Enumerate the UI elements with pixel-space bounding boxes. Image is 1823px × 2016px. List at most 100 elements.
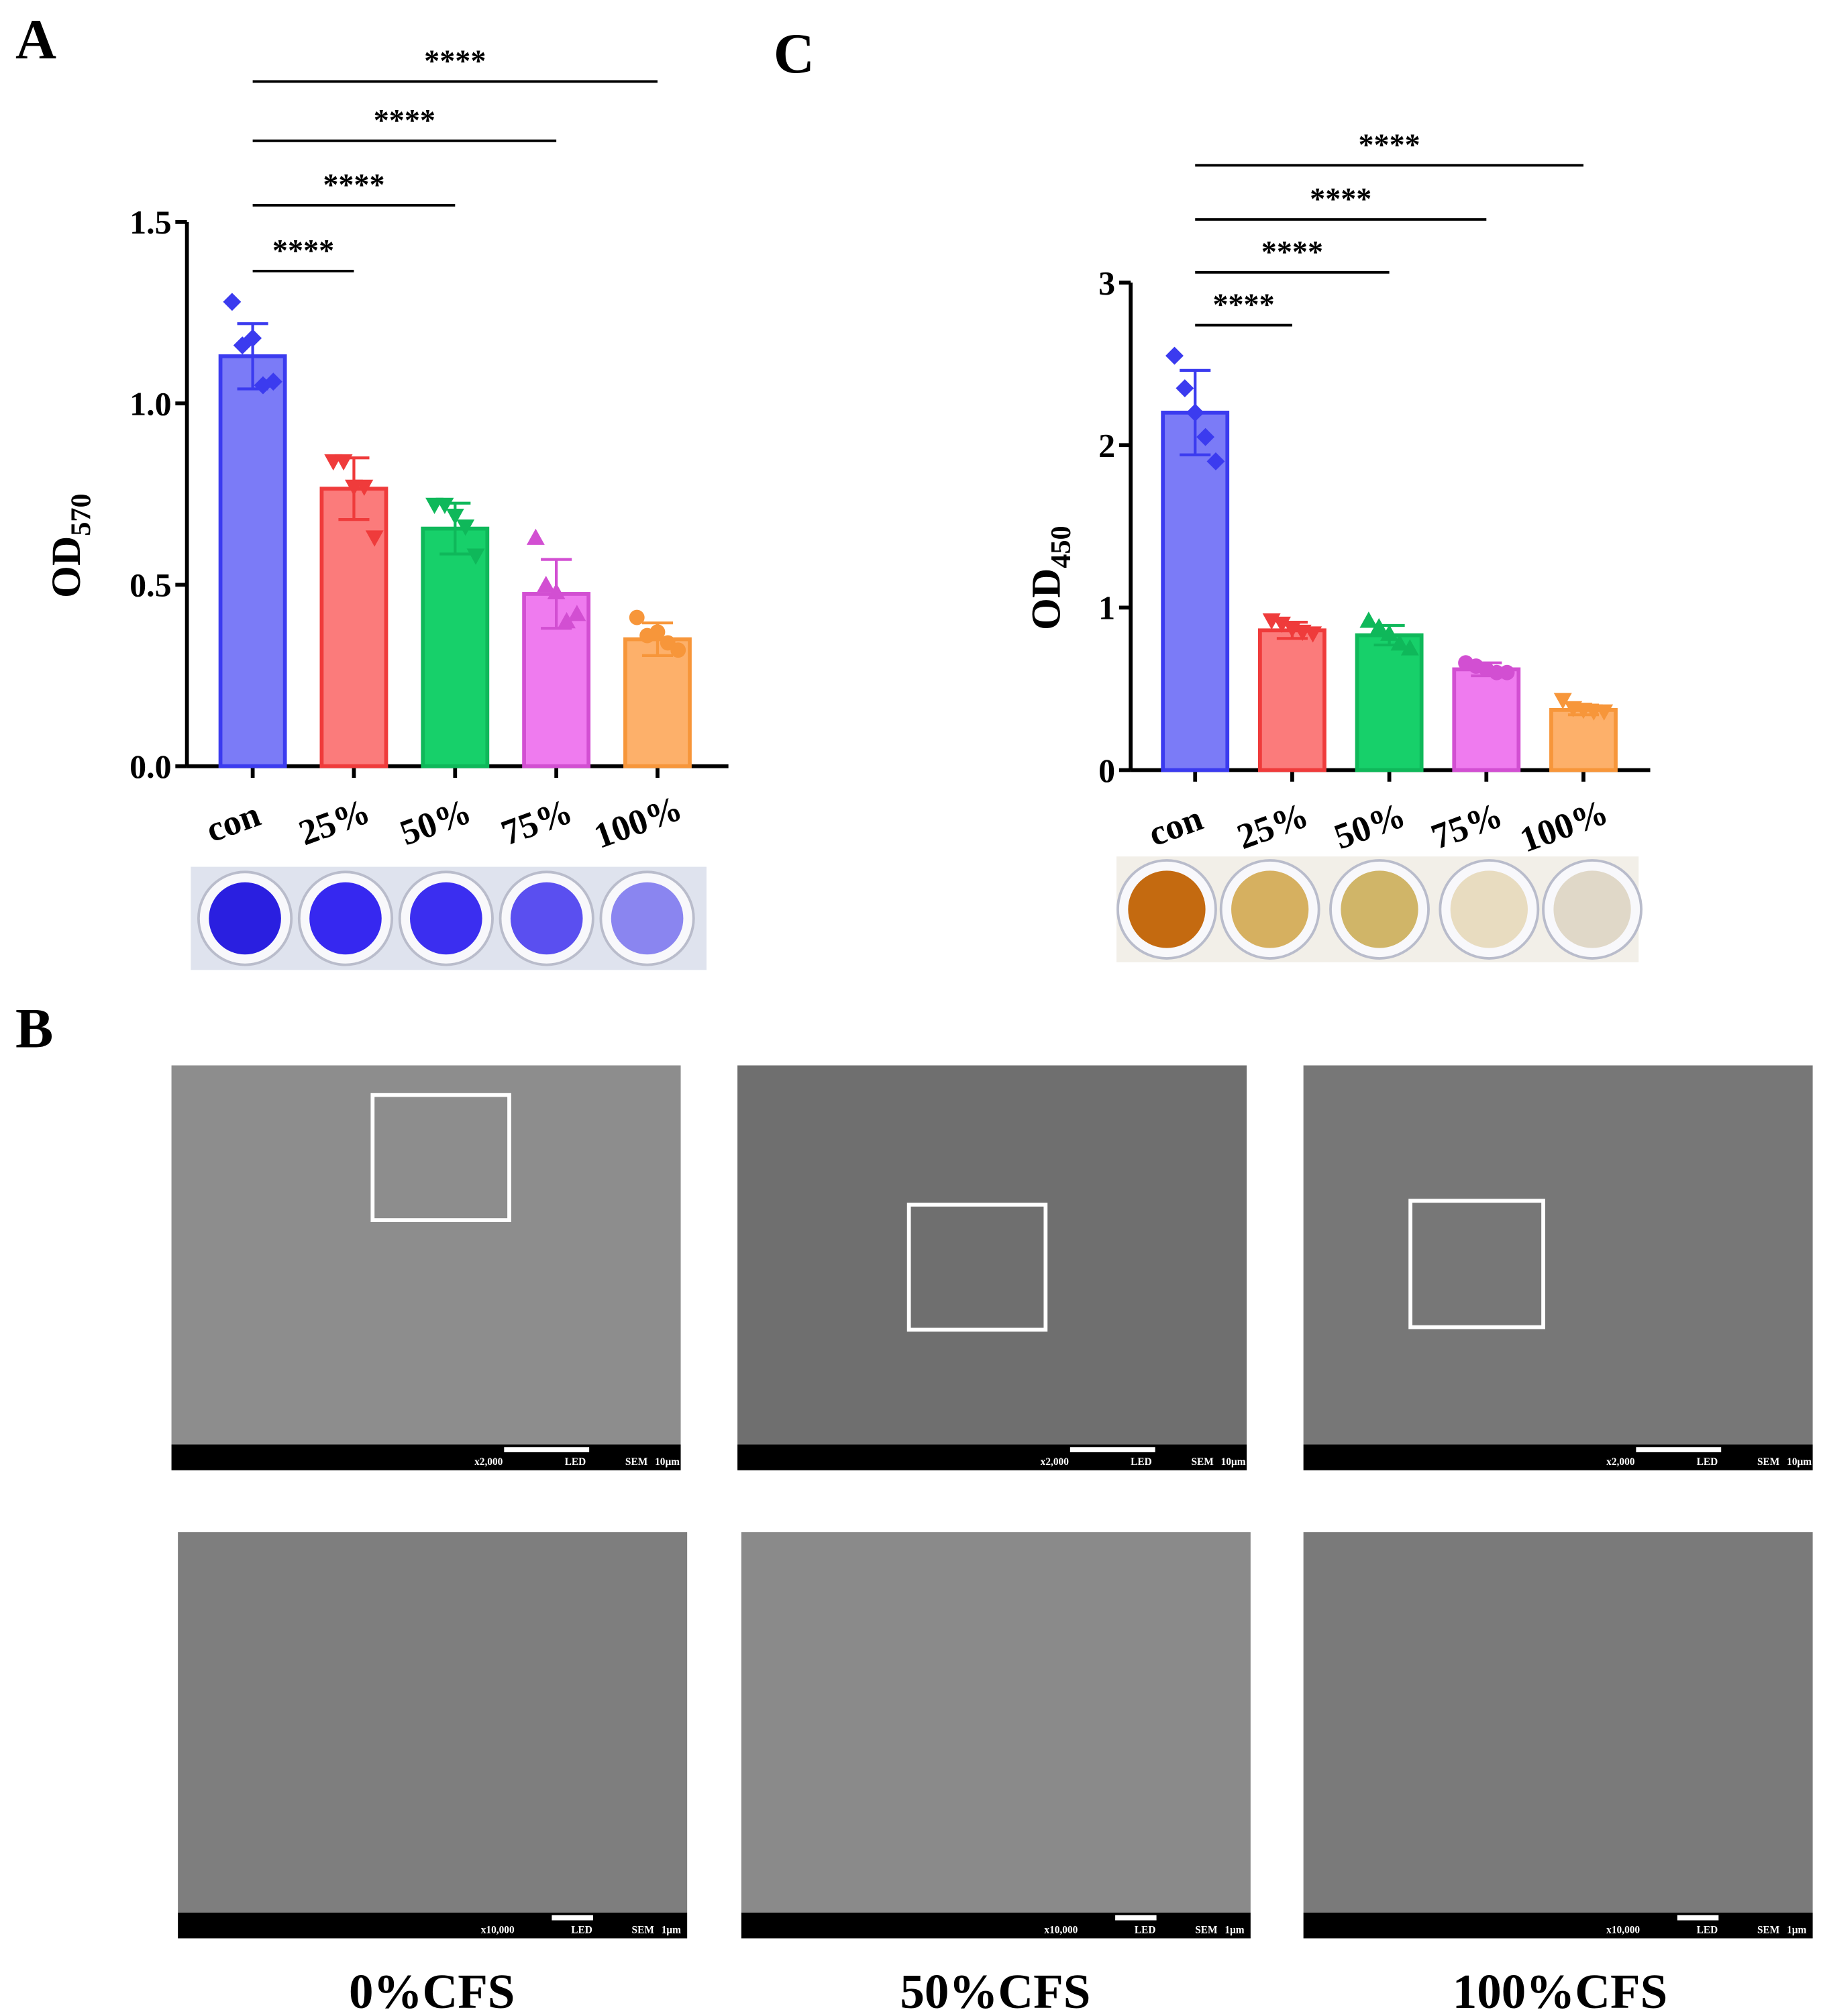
well-liquid [510, 882, 583, 955]
data-point [670, 642, 686, 658]
data-point [435, 497, 454, 514]
data-point [1499, 664, 1515, 681]
data-point [1400, 639, 1419, 656]
data-point [547, 583, 566, 599]
data-point [1304, 626, 1322, 643]
data-point [526, 528, 545, 545]
data-point [1390, 634, 1409, 651]
x-tick-label: con [201, 794, 265, 850]
data-point [1176, 379, 1194, 397]
sem-detector: LED [571, 1925, 592, 1936]
zoom-box [370, 1093, 511, 1222]
sem-mode: SEM [1757, 1925, 1780, 1936]
y-tick-label: 0.0 [129, 748, 171, 785]
data-point [649, 624, 666, 640]
data-point [1359, 611, 1378, 628]
sem-magnification: x10,000 [481, 1925, 515, 1936]
sem-scale-bar [504, 1447, 590, 1452]
bar [1549, 708, 1618, 772]
sem-scale-bar [552, 1915, 593, 1921]
sem-detector: LED [565, 1456, 586, 1468]
well-liquid [410, 882, 482, 955]
sem-scale: 10μm [1221, 1456, 1246, 1468]
bar [1452, 667, 1521, 772]
sem-info-bar [741, 1912, 1251, 1939]
sem-magnification: x10,000 [1606, 1925, 1640, 1936]
well-liquid [1553, 870, 1631, 948]
data-point [1165, 346, 1184, 365]
sem-mode: SEM [625, 1456, 648, 1468]
sem-image [741, 1532, 1251, 1913]
sem-image [737, 1065, 1247, 1445]
y-tick-label: 0.5 [129, 566, 171, 604]
bar [218, 354, 287, 768]
sem-mode: SEM [1195, 1925, 1218, 1936]
data-point [1553, 693, 1572, 709]
sem-mode: SEM [1191, 1456, 1214, 1468]
significance-label: **** [272, 233, 334, 267]
data-point [1380, 624, 1399, 641]
bar [319, 487, 388, 768]
sem-detector: LED [1135, 1925, 1156, 1936]
well-liquid [611, 882, 684, 955]
x-tick-label: 50% [1329, 795, 1411, 857]
sem-image [171, 1065, 681, 1445]
data-point [1206, 452, 1225, 470]
sem-info-bar [737, 1444, 1247, 1470]
data-point [1273, 616, 1291, 634]
significance-label: **** [323, 167, 384, 201]
sem-scale: 10μm [655, 1456, 680, 1468]
significance-label: **** [374, 103, 435, 137]
zoom-box [1408, 1199, 1545, 1329]
data-point [334, 454, 353, 471]
y-axis-label-main: OD [44, 536, 89, 598]
sem-magnification: x2,000 [474, 1456, 503, 1468]
significance-label: **** [1310, 182, 1371, 216]
y-axis-label-main: OD [1023, 568, 1069, 630]
data-point [629, 609, 645, 625]
significance-label: **** [424, 44, 486, 78]
data-point [355, 479, 374, 496]
sem-magnification: x2,000 [1606, 1456, 1635, 1468]
sem-caption: 100%CFS [1453, 1964, 1667, 2016]
well-liquid [1128, 870, 1206, 948]
data-point [568, 605, 586, 621]
data-point [264, 372, 282, 391]
sem-image [1303, 1532, 1813, 1913]
zoom-box [906, 1203, 1048, 1332]
sem-mode: SEM [1757, 1456, 1780, 1468]
sem-magnification: x10,000 [1044, 1925, 1078, 1936]
sem-caption: 0%CFS [349, 1964, 515, 2016]
data-point [244, 329, 262, 348]
sem-scale: 1μm [662, 1925, 681, 1936]
bar [623, 637, 692, 768]
sem-scale-bar [1115, 1915, 1157, 1921]
x-tick-label: 25% [293, 791, 375, 853]
data-point [537, 575, 556, 593]
data-point [223, 293, 242, 311]
sem-scale: 1μm [1787, 1925, 1806, 1936]
sem-info-bar [1303, 1444, 1813, 1470]
panel-label: B [15, 998, 53, 1060]
x-tick-label: 75% [1426, 795, 1508, 857]
bar [421, 526, 490, 768]
sem-scale: 1μm [1225, 1925, 1244, 1936]
data-point [1369, 617, 1388, 635]
sem-scale: 10μm [1787, 1456, 1812, 1468]
sem-info-bar [1303, 1912, 1813, 1939]
significance-label: **** [1358, 128, 1420, 162]
data-point [365, 530, 384, 547]
sem-detector: LED [1697, 1456, 1718, 1468]
x-tick-label: 25% [1232, 795, 1314, 857]
well-liquid [1341, 870, 1418, 948]
well-liquid [209, 882, 281, 955]
sem-magnification: x2,000 [1041, 1456, 1070, 1468]
x-tick-label: 100% [588, 788, 687, 856]
sem-scale-bar [1677, 1915, 1719, 1921]
sem-caption: 50%CFS [900, 1964, 1090, 2016]
bar [1257, 628, 1326, 772]
y-tick-label: 0 [1098, 752, 1115, 789]
sem-scale-bar [1636, 1447, 1722, 1452]
x-tick-label: 75% [496, 791, 578, 853]
